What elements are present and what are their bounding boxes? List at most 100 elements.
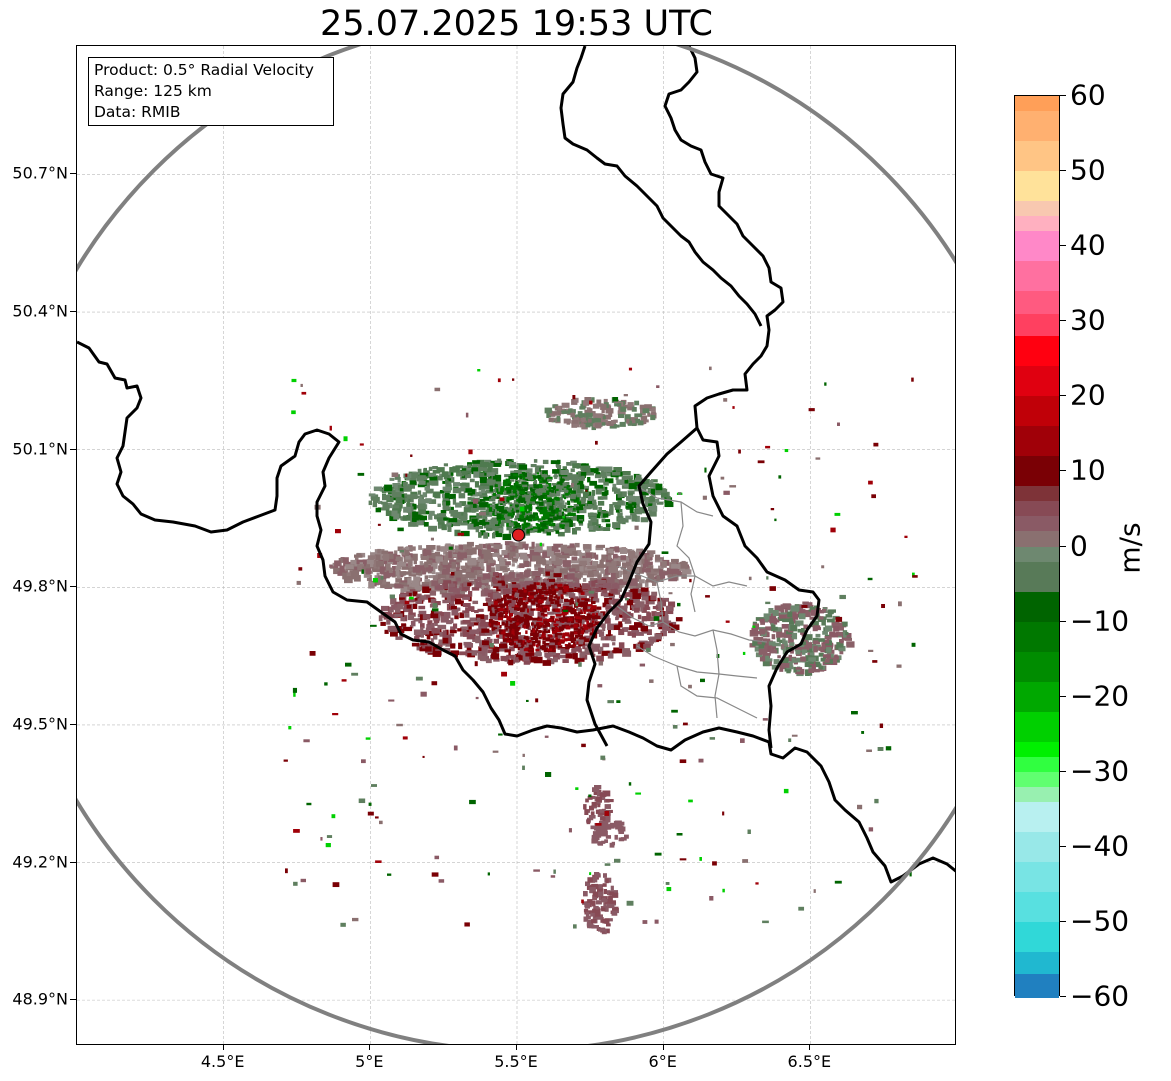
velocity-pixel <box>580 484 585 490</box>
velocity-pixel <box>466 564 470 569</box>
velocity-pixel <box>669 623 673 628</box>
velocity-pixel <box>598 478 607 483</box>
velocity-pixel <box>625 505 630 509</box>
velocity-pixel <box>493 638 500 644</box>
velocity-pixel <box>881 604 886 609</box>
velocity-pixel <box>564 522 573 527</box>
velocity-pixel <box>720 476 725 480</box>
velocity-pixel <box>600 636 605 641</box>
velocity-pixel <box>458 483 468 487</box>
velocity-pixel <box>486 506 491 511</box>
velocity-pixel <box>539 608 546 612</box>
velocity-pixel <box>449 573 454 579</box>
velocity-pixel <box>524 486 528 491</box>
velocity-pixel <box>809 650 815 656</box>
map-plot-area[interactable] <box>76 45 956 1045</box>
velocity-pixel <box>509 646 515 652</box>
velocity-pixel <box>555 637 558 640</box>
velocity-pixel <box>631 515 638 522</box>
velocity-pixel <box>782 603 791 609</box>
velocity-pixel <box>412 503 417 510</box>
velocity-pixel <box>375 860 382 863</box>
velocity-pixel <box>542 578 548 585</box>
velocity-pixel <box>584 809 589 815</box>
velocity-pixel <box>433 611 443 616</box>
velocity-pixel <box>492 627 495 631</box>
velocity-pixel <box>803 602 813 609</box>
velocity-pixel <box>618 570 622 578</box>
velocity-pixel <box>441 471 449 478</box>
velocity-pixel <box>464 643 474 648</box>
velocity-pixel <box>368 581 375 589</box>
velocity-pixel <box>688 799 693 803</box>
velocity-pixel <box>668 592 673 595</box>
velocity-pixel <box>625 598 629 601</box>
velocity-pixel <box>345 564 354 570</box>
velocity-pixel <box>650 488 655 495</box>
velocity-pixel <box>529 550 539 558</box>
velocity-pixel <box>497 598 500 602</box>
velocity-pixel <box>420 633 424 638</box>
velocity-pixel <box>442 506 451 510</box>
colorbar-tick-label: 40 <box>1070 228 1106 262</box>
lat-tick <box>70 586 76 588</box>
velocity-pixel <box>583 422 591 428</box>
velocity-pixel <box>639 404 647 410</box>
velocity-pixel <box>574 634 579 639</box>
velocity-pixel <box>560 594 564 598</box>
velocity-pixel <box>571 583 580 587</box>
velocity-pixel <box>570 620 575 624</box>
velocity-pixel <box>350 559 359 566</box>
velocity-pixel <box>522 602 528 609</box>
velocity-pixel <box>377 575 384 582</box>
velocity-pixel <box>614 820 622 826</box>
velocity-pixel <box>566 462 571 466</box>
velocity-pixel <box>438 639 446 645</box>
velocity-pixel <box>570 609 577 615</box>
velocity-pixel <box>635 566 644 574</box>
velocity-pixel <box>450 572 455 576</box>
velocity-pixel <box>430 638 434 643</box>
velocity-pixel <box>612 502 619 506</box>
velocity-pixel <box>765 445 771 449</box>
velocity-pixel <box>575 787 579 790</box>
velocity-pixel <box>408 609 413 615</box>
velocity-pixel <box>555 462 559 467</box>
radar-site-marker[interactable] <box>511 528 525 542</box>
velocity-pixel <box>434 601 441 606</box>
velocity-pixel <box>801 605 808 608</box>
velocity-pixel <box>479 494 488 499</box>
velocity-pixel <box>433 634 438 640</box>
velocity-pixel <box>518 500 521 504</box>
velocity-pixel <box>416 520 423 526</box>
velocity-pixel <box>432 575 441 581</box>
velocity-pixel <box>643 418 647 425</box>
velocity-pixel <box>553 549 561 553</box>
velocity-pixel <box>587 617 591 620</box>
velocity-pixel <box>502 635 505 640</box>
velocity-pixel <box>621 518 629 523</box>
velocity-pixel <box>752 640 760 646</box>
velocity-pixel <box>572 596 579 600</box>
velocity-pixel <box>601 650 610 656</box>
velocity-pixel <box>572 527 578 535</box>
colorbar-tick <box>1060 620 1066 622</box>
velocity-pixel <box>395 565 402 570</box>
velocity-pixel <box>498 607 503 612</box>
velocity-pixel <box>628 590 632 595</box>
velocity-pixel <box>474 481 480 488</box>
velocity-pixel <box>522 543 529 549</box>
velocity-pixel <box>527 608 530 613</box>
velocity-pixel <box>593 905 599 910</box>
velocity-pixel <box>766 638 771 645</box>
velocity-pixel <box>434 551 441 557</box>
velocity-pixel <box>512 635 517 640</box>
velocity-pixel <box>477 650 485 656</box>
velocity-pixel <box>472 460 481 464</box>
velocity-pixel <box>461 626 471 632</box>
velocity-pixel <box>577 613 581 617</box>
velocity-pixel <box>542 613 548 617</box>
velocity-pixel <box>528 644 534 649</box>
colorbar-tick-label: 0 <box>1070 529 1088 562</box>
velocity-pixel <box>591 902 596 907</box>
